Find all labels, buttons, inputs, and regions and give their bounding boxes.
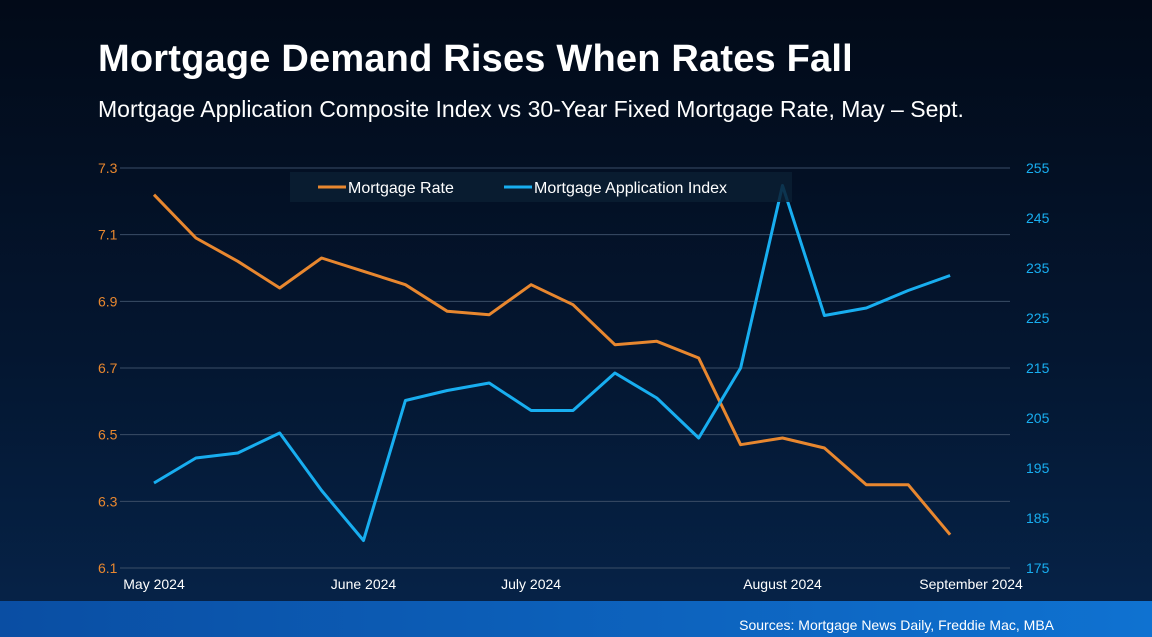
x-tick-label: June 2024 xyxy=(331,576,397,592)
left-tick-label: 7.3 xyxy=(98,160,118,176)
x-tick-label: August 2024 xyxy=(743,576,822,592)
page-subtitle: Mortgage Application Composite Index vs … xyxy=(98,96,964,122)
right-axis-ticks: 255 245 235 225 215 205 195 185 175 xyxy=(1026,160,1050,576)
source-note: Sources: Mortgage News Daily, Freddie Ma… xyxy=(739,617,1054,633)
right-tick-label: 225 xyxy=(1026,310,1050,326)
right-tick-label: 175 xyxy=(1026,560,1050,576)
gridlines xyxy=(120,167,1010,569)
page-title: Mortgage Demand Rises When Rates Fall xyxy=(98,38,853,80)
legend-label-application-index: Mortgage Application Index xyxy=(534,180,727,197)
right-tick-label: 195 xyxy=(1026,460,1050,476)
x-tick-label: July 2024 xyxy=(501,576,561,592)
right-tick-label: 185 xyxy=(1026,510,1050,526)
left-tick-label: 6.7 xyxy=(98,360,118,376)
left-tick-label: 6.1 xyxy=(98,560,118,576)
x-axis-ticks: May 2024 June 2024 July 2024 August 2024 Sep… xyxy=(123,576,1023,592)
series-line-application-index xyxy=(153,184,951,542)
left-tick-label: 6.9 xyxy=(98,293,118,309)
series-lines xyxy=(152,184,952,542)
left-tick-label: 7.1 xyxy=(98,227,118,243)
line-chart: 7.3 7.1 6.9 6.7 6.5 6.3 6.1 255 245 235 225 215 205… xyxy=(98,160,1050,592)
left-tick-label: 6.5 xyxy=(98,427,118,443)
series-line-mortgage-rate xyxy=(152,193,952,536)
left-axis-ticks: 7.3 7.1 6.9 6.7 6.5 6.3 6.1 xyxy=(98,160,118,576)
left-tick-label: 6.3 xyxy=(98,493,118,509)
legend: Mortgage Rate Mortgage Application Index xyxy=(290,172,792,202)
right-tick-label: 215 xyxy=(1026,360,1050,376)
legend-background xyxy=(290,172,792,202)
right-tick-label: 255 xyxy=(1026,160,1050,176)
footer-bar xyxy=(0,601,1152,637)
right-tick-label: 245 xyxy=(1026,210,1050,226)
right-tick-label: 205 xyxy=(1026,410,1050,426)
right-tick-label: 235 xyxy=(1026,260,1050,276)
x-tick-label: September 2024 xyxy=(919,576,1023,592)
legend-label-mortgage-rate: Mortgage Rate xyxy=(348,180,454,197)
x-tick-label: May 2024 xyxy=(123,576,185,592)
